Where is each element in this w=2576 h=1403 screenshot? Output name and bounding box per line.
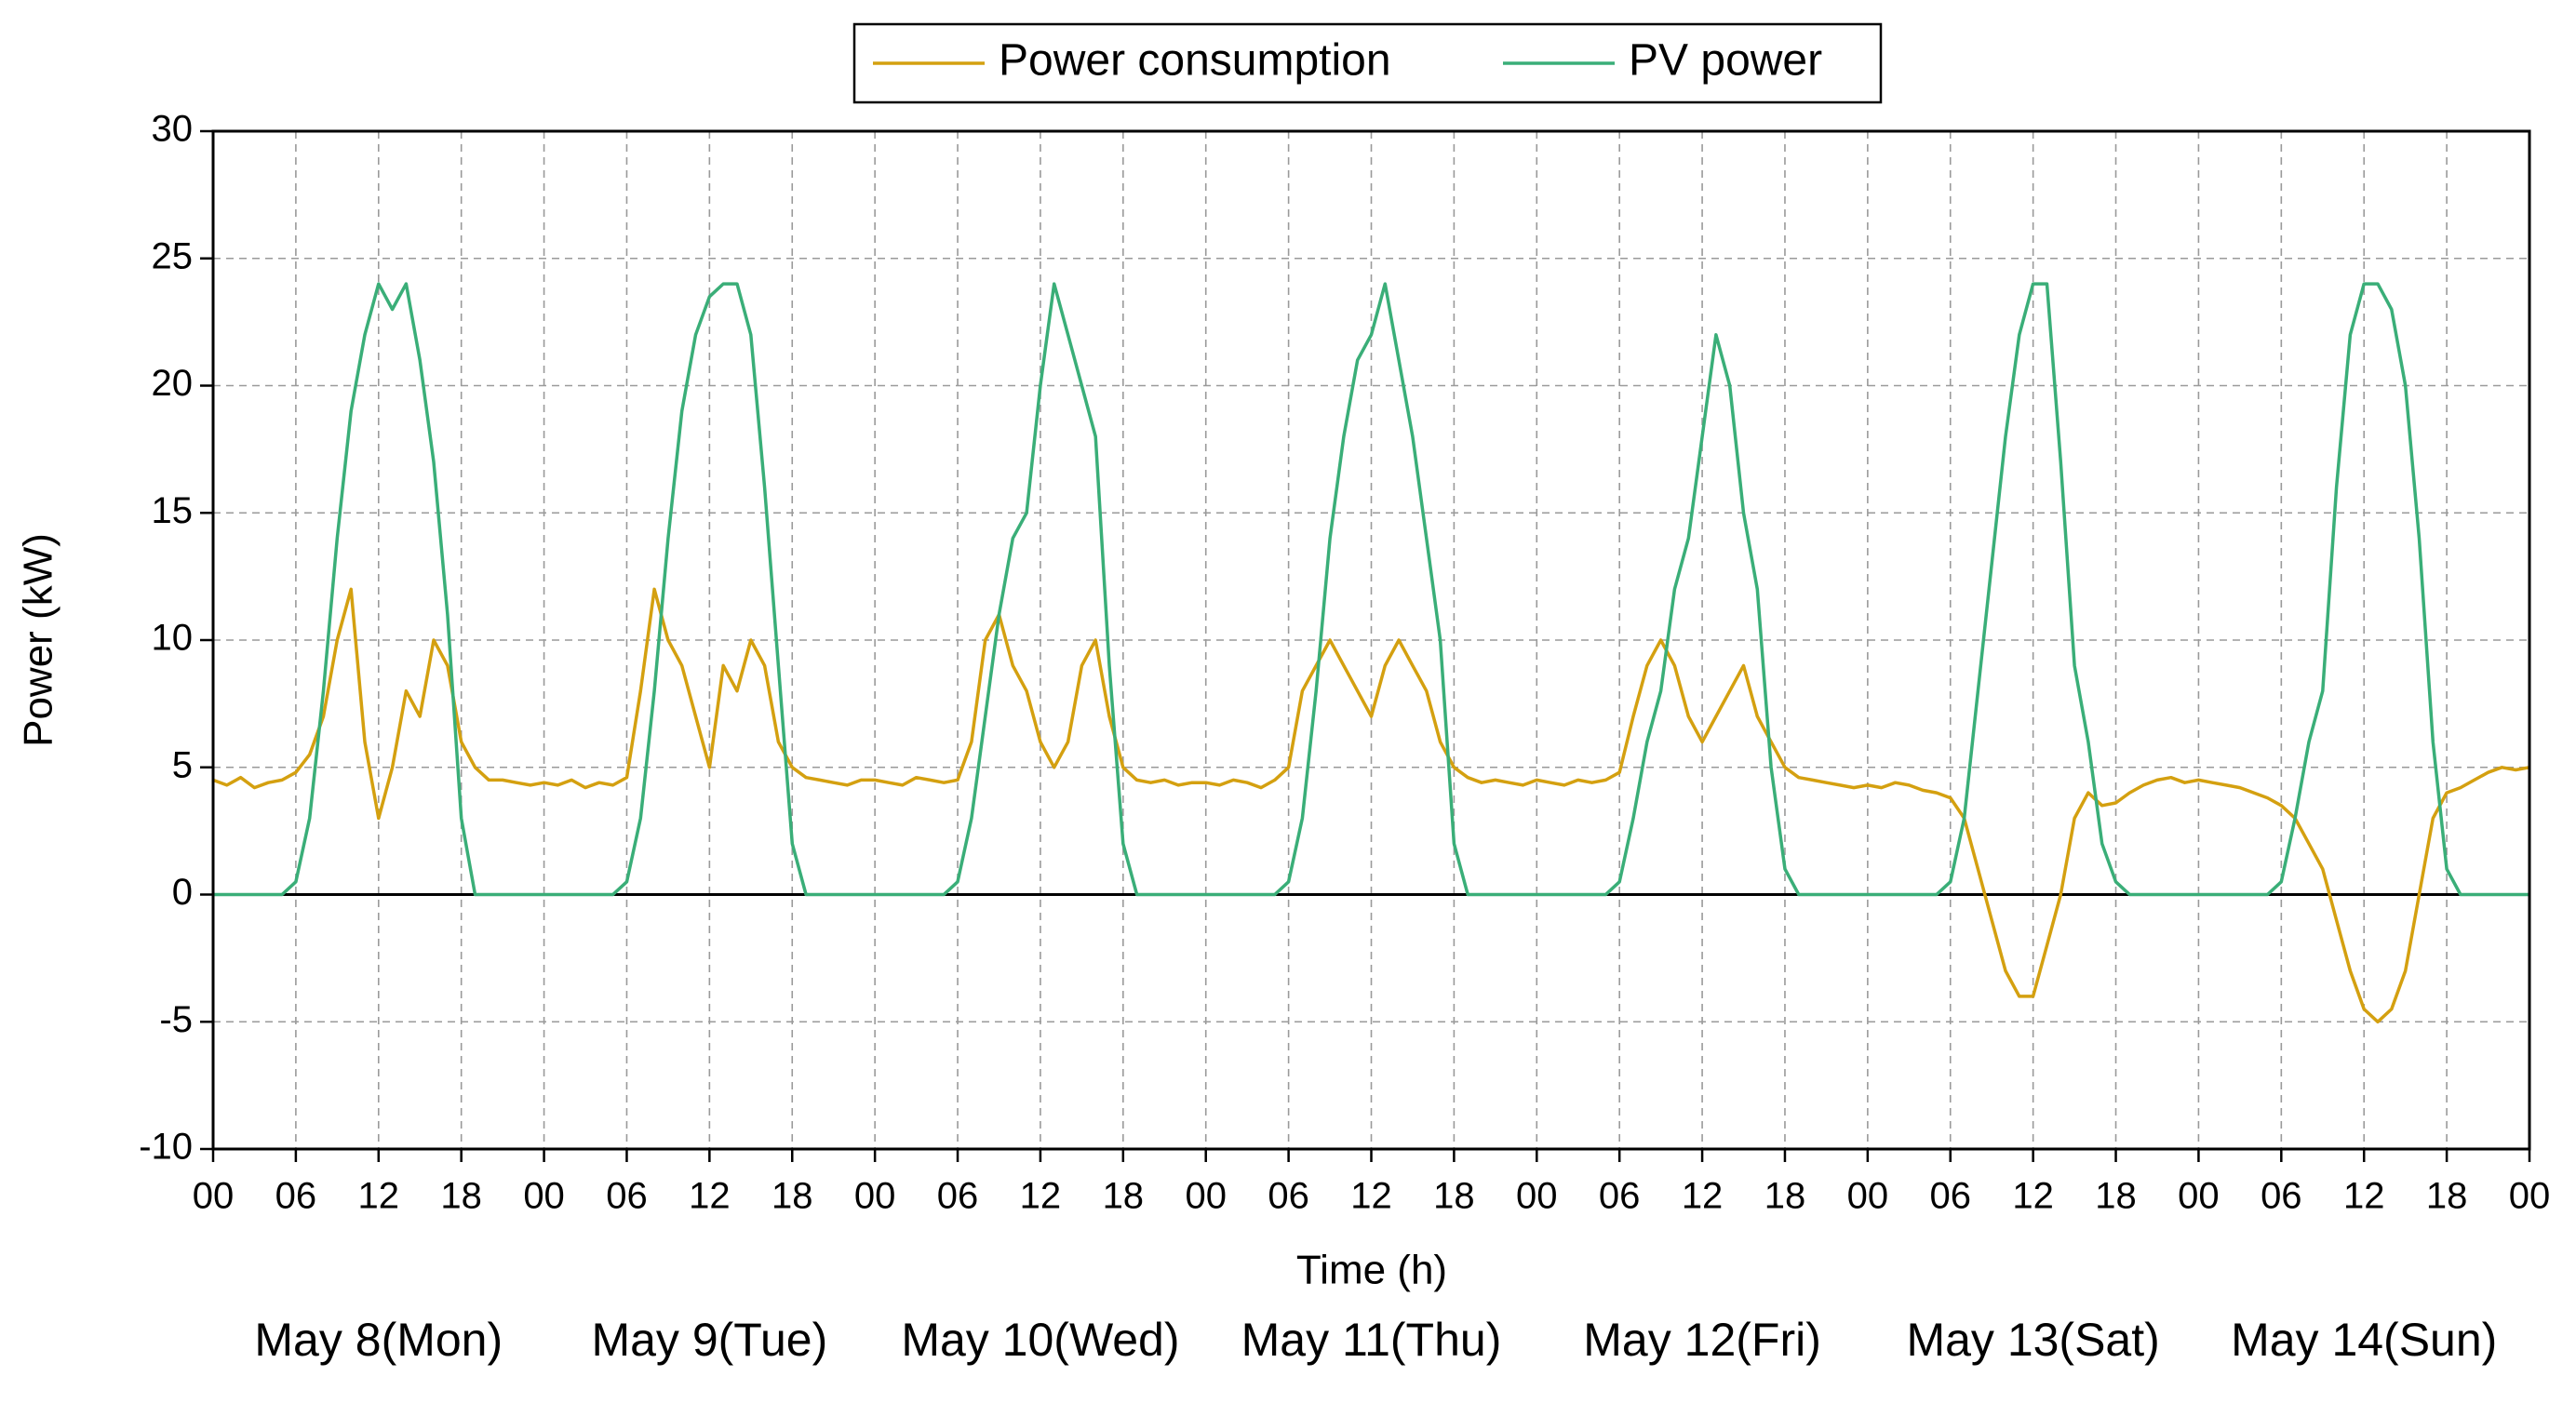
x-tick-label: 12 <box>358 1176 400 1217</box>
day-label: May 12(Fri) <box>1583 1314 1821 1366</box>
series-line <box>213 282 2529 897</box>
x-tick-label: 12 <box>1682 1176 1724 1217</box>
x-tick-label: 00 <box>1185 1176 1227 1217</box>
day-label: May 10(Wed) <box>901 1314 1179 1366</box>
x-tick-label: 18 <box>771 1176 813 1217</box>
series-line <box>212 587 2530 1024</box>
x-tick-label: 12 <box>2012 1176 2054 1217</box>
y-axis-label: Power (kW) <box>16 533 61 747</box>
x-tick-label: 18 <box>1433 1176 1475 1217</box>
y-tick-label: 10 <box>152 618 194 659</box>
legend-label: PV power <box>1629 36 1822 86</box>
y-tick-label: 15 <box>152 490 194 531</box>
day-label: May 13(Sat) <box>1906 1314 2159 1366</box>
x-tick-label: 06 <box>1599 1176 1641 1217</box>
x-tick-label: 18 <box>1764 1176 1806 1217</box>
x-tick-label: 06 <box>2261 1176 2302 1217</box>
x-tick-label: 00 <box>523 1176 565 1217</box>
x-tick-label: 06 <box>1268 1176 1309 1217</box>
x-tick-label: 12 <box>2343 1176 2385 1217</box>
x-tick-label: 18 <box>2095 1176 2137 1217</box>
x-tick-label: 00 <box>1847 1176 1889 1217</box>
y-tick-label: 5 <box>172 744 193 785</box>
y-tick-label: 20 <box>152 363 194 404</box>
x-tick-label: 06 <box>1930 1176 1972 1217</box>
x-tick-label: 18 <box>1103 1176 1145 1217</box>
plot-frame <box>211 129 2531 1151</box>
x-tick-label: 06 <box>937 1176 979 1217</box>
y-tick-label: 25 <box>152 235 194 276</box>
day-label: May 11(Thu) <box>1241 1314 1502 1366</box>
x-tick-label: 12 <box>1020 1176 1062 1217</box>
y-tick-label: 0 <box>172 872 193 913</box>
day-label: May 9(Tue) <box>591 1314 827 1366</box>
y-tick-label: 30 <box>152 109 194 150</box>
x-tick-label: 12 <box>1350 1176 1392 1217</box>
x-tick-label: 00 <box>854 1176 896 1217</box>
legend-label: Power consumption <box>999 36 1391 86</box>
x-tick-label: 06 <box>606 1176 648 1217</box>
y-tick-label: -10 <box>139 1127 193 1168</box>
x-tick-label: 00 <box>193 1176 235 1217</box>
x-tick-label: 00 <box>2178 1176 2220 1217</box>
day-label: May 14(Sun) <box>2231 1314 2497 1366</box>
day-label: May 8(Mon) <box>254 1314 503 1366</box>
x-axis-label: Time (h) <box>1296 1248 1447 1293</box>
y-tick-label: -5 <box>159 999 193 1040</box>
x-tick-label: 12 <box>689 1176 731 1217</box>
x-tick-label: 18 <box>440 1176 482 1217</box>
x-tick-label: 00 <box>1516 1176 1558 1217</box>
legend-box <box>852 22 1883 104</box>
x-tick-label: 18 <box>2426 1176 2468 1217</box>
x-tick-label: 06 <box>275 1176 317 1217</box>
x-tick-label: 00 <box>2509 1176 2551 1217</box>
